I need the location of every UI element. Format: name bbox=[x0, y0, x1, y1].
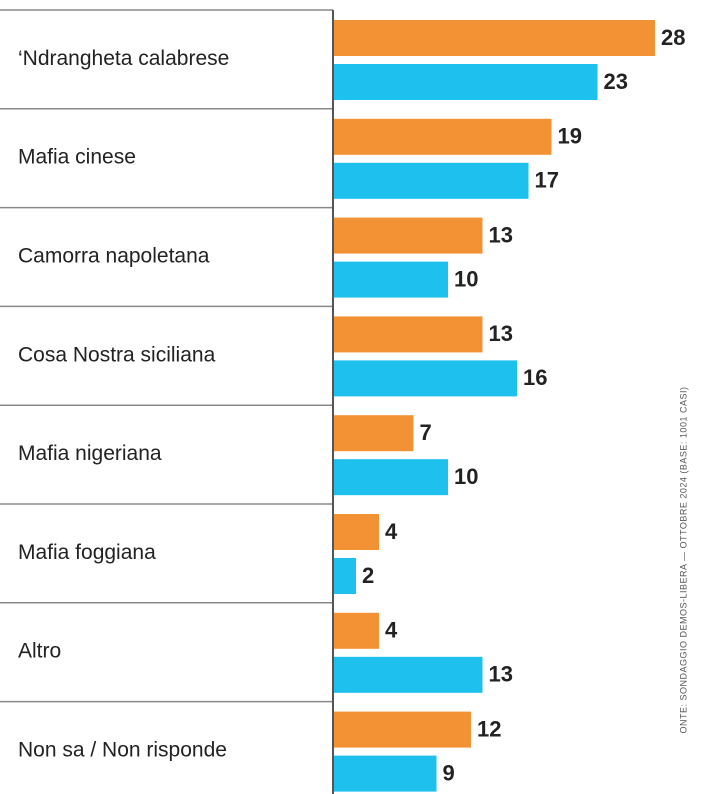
value-label: 13 bbox=[489, 662, 513, 687]
value-label: 12 bbox=[477, 716, 501, 741]
category-label: Cosa Nostra siciliana bbox=[18, 343, 216, 366]
bar bbox=[333, 118, 552, 155]
bar bbox=[333, 64, 598, 100]
bar bbox=[333, 558, 356, 594]
bar bbox=[333, 316, 483, 353]
source-note: ONTE: SONDAGGIO DEMOS-LIBERA — OTTOBRE 2… bbox=[678, 387, 688, 734]
category-label: Mafia foggiana bbox=[18, 541, 156, 564]
value-label: 13 bbox=[489, 321, 513, 346]
value-label: 4 bbox=[385, 618, 398, 643]
bar bbox=[333, 612, 379, 649]
bar bbox=[333, 360, 517, 397]
value-label: 28 bbox=[661, 25, 685, 50]
bar bbox=[333, 217, 483, 254]
value-label: 19 bbox=[558, 124, 582, 149]
value-label: 10 bbox=[454, 266, 478, 291]
bar bbox=[333, 656, 483, 693]
bar bbox=[333, 261, 448, 298]
bar bbox=[333, 459, 448, 496]
category-label: ‘Ndrangheta calabrese bbox=[18, 47, 229, 70]
value-label: 17 bbox=[535, 168, 559, 193]
bar bbox=[333, 514, 379, 550]
category-label: Mafia nigeriana bbox=[18, 442, 162, 465]
value-label: 13 bbox=[489, 222, 513, 247]
bar bbox=[333, 711, 471, 748]
category-label: Non sa / Non risponde bbox=[18, 739, 227, 762]
value-label: 2 bbox=[362, 563, 374, 588]
value-label: 7 bbox=[420, 420, 432, 445]
bar bbox=[333, 162, 529, 199]
value-label: 4 bbox=[385, 519, 398, 544]
category-label: Mafia cinese bbox=[18, 146, 136, 169]
bar bbox=[333, 20, 655, 56]
value-label: 23 bbox=[604, 69, 628, 94]
bar bbox=[333, 755, 437, 792]
value-label: 10 bbox=[454, 464, 478, 489]
value-label: 9 bbox=[443, 760, 455, 785]
category-label: Altro bbox=[18, 640, 61, 663]
bar bbox=[333, 415, 414, 452]
value-label: 16 bbox=[523, 365, 547, 390]
category-label: Camorra napoletana bbox=[18, 245, 210, 268]
